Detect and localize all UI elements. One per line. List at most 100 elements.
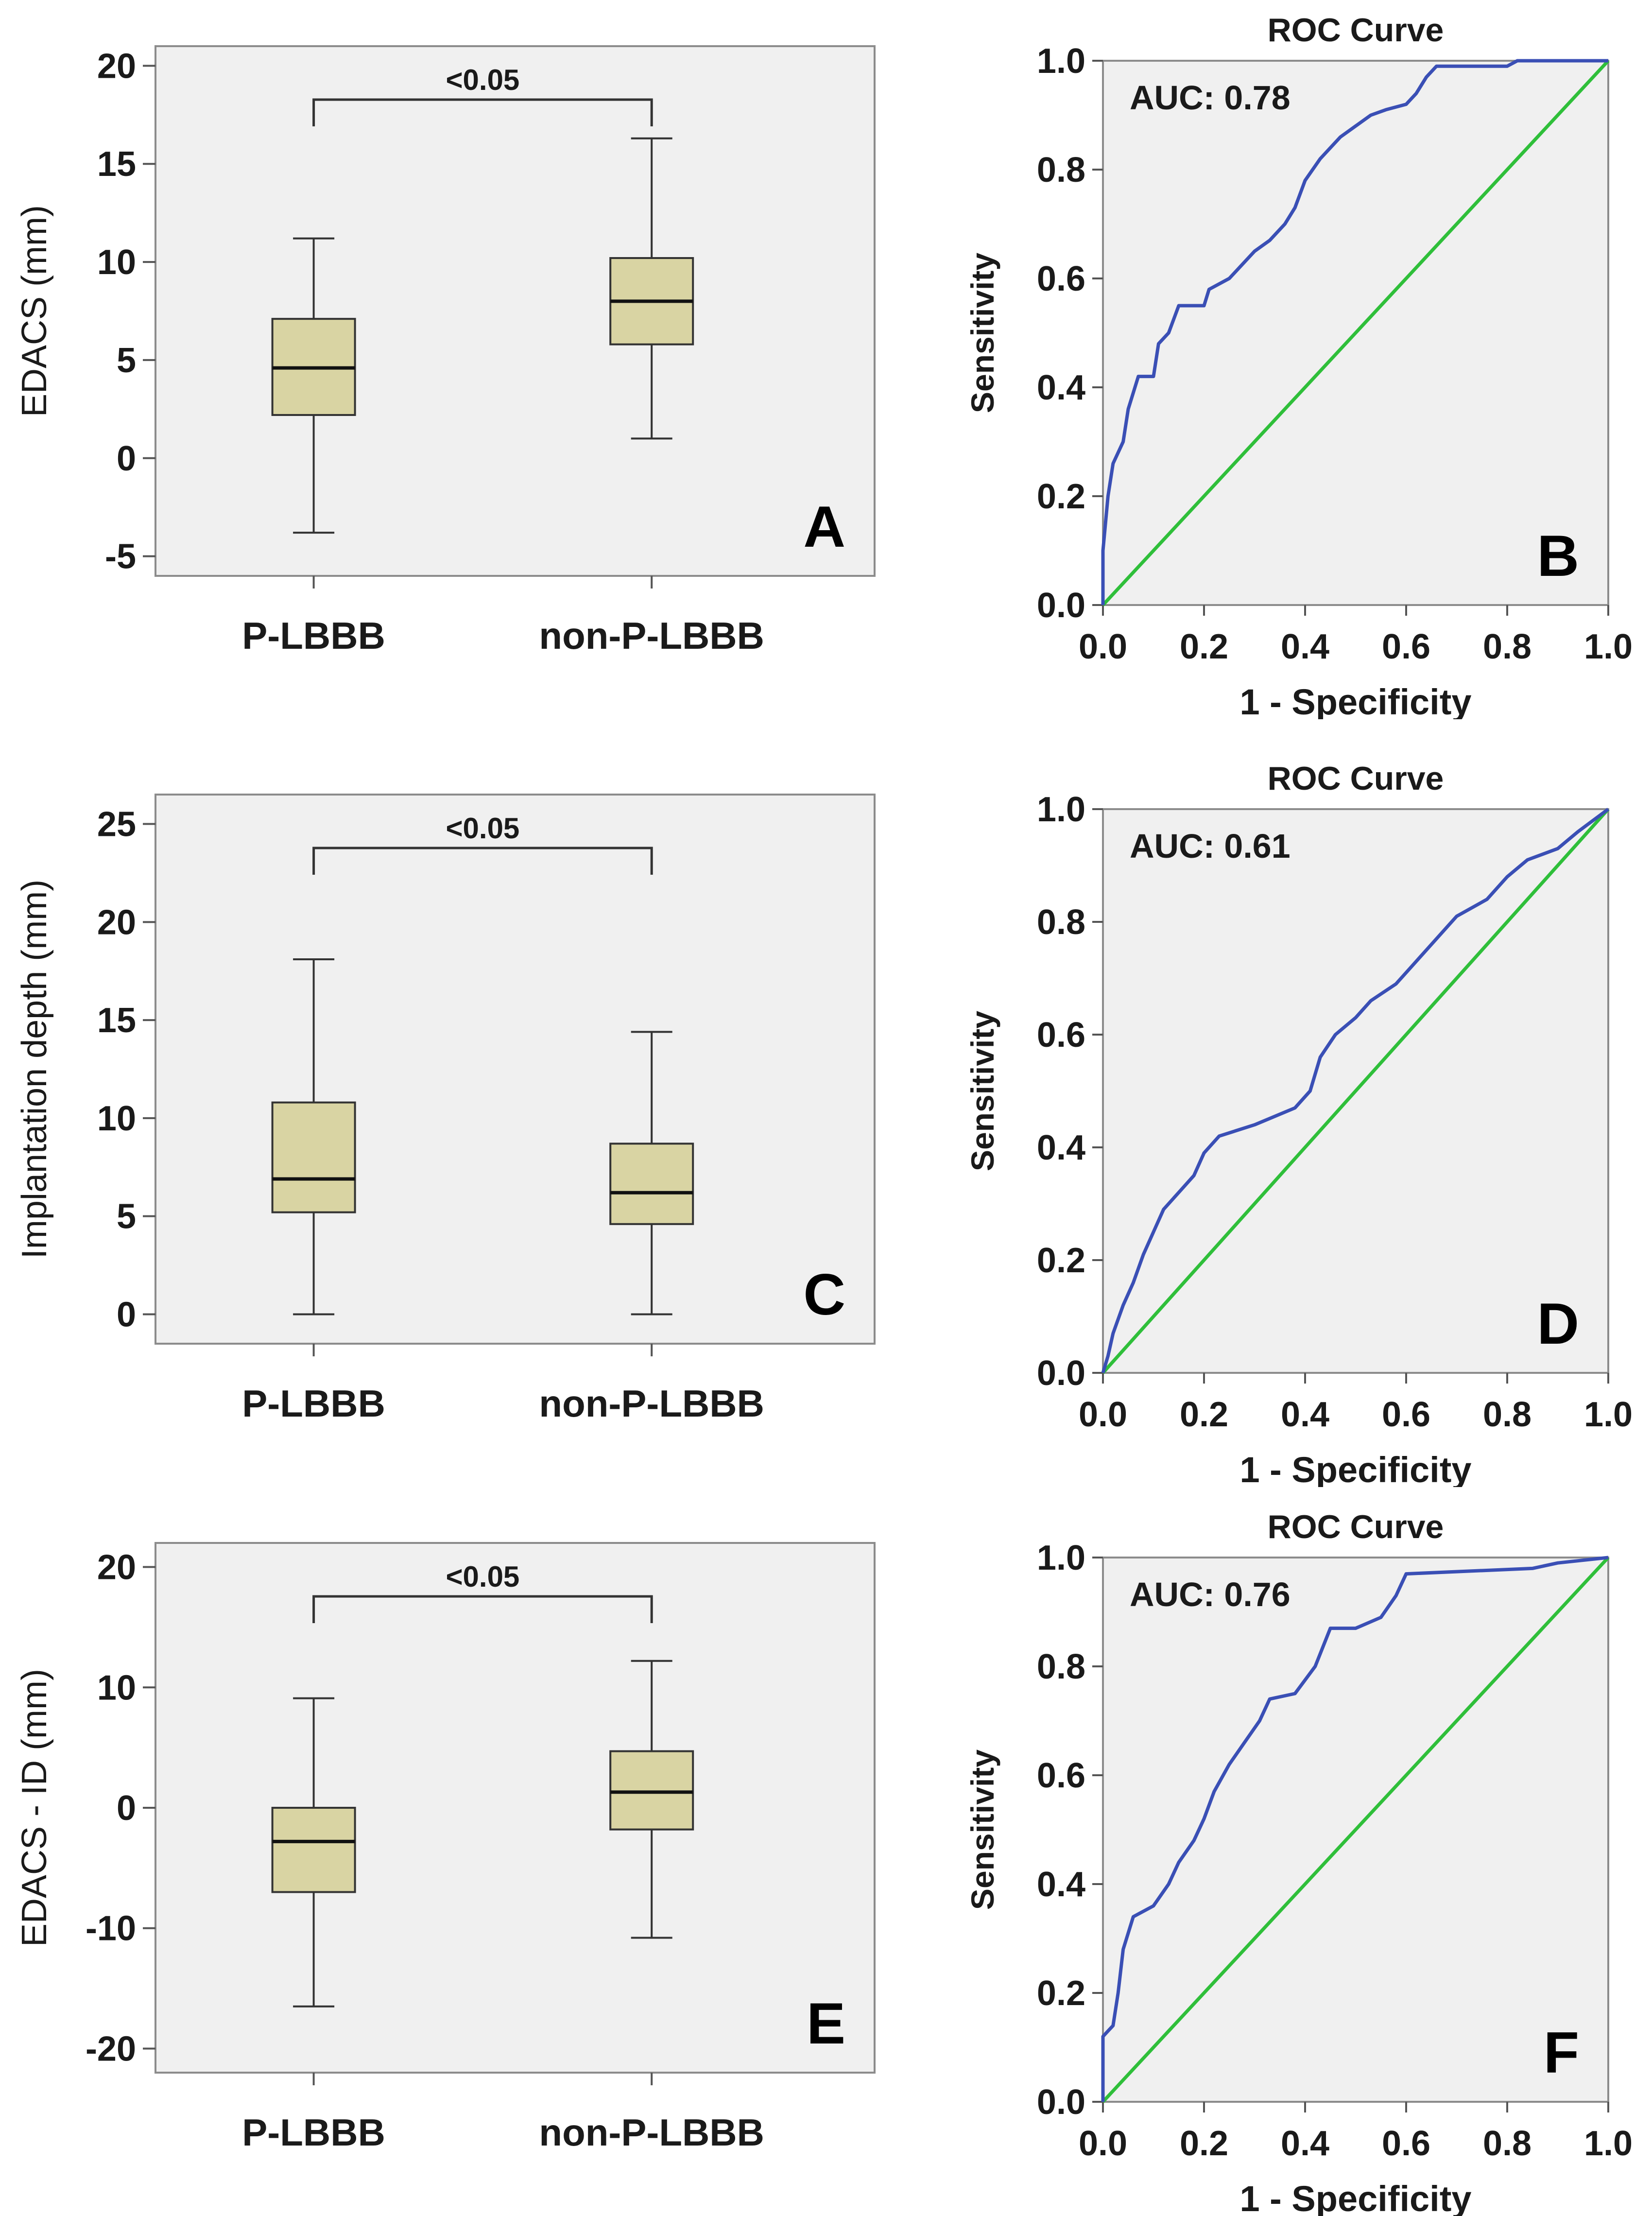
- reference-diagonal-line: [1101, 808, 1610, 1374]
- y-tick-label: 0.2: [1037, 477, 1085, 516]
- x-tick-label: 0.6: [1382, 1395, 1430, 1434]
- box-p-lbbb: [271, 1807, 356, 1893]
- y-tick-label: 0.0: [1037, 2083, 1085, 2122]
- x-tick-label: 0.4: [1281, 1395, 1329, 1434]
- panel-letter: F: [1544, 2020, 1579, 2085]
- plot-area: [155, 1542, 876, 2074]
- box-non-p-lbbb: [609, 1750, 694, 1831]
- significance-bracket: [312, 847, 653, 875]
- y-axis-label: Sensitivity: [964, 253, 1000, 413]
- roc-curve-line: [1101, 59, 1608, 605]
- y-axis-label: Implantation depth (mm): [15, 880, 54, 1259]
- panel-letter: C: [803, 1262, 845, 1327]
- x-tick-label: 0.8: [1483, 1395, 1532, 1434]
- roc-curve-line: [1101, 808, 1610, 1374]
- panel-f-roc: ROC Curve 0.00.0 0.2 0.2 0.4 0.4 0.6 0.6 0.8 0.8 1…: [964, 1508, 1633, 2216]
- y-tick-label: 20: [97, 1548, 136, 1587]
- category-label: P-LBBB: [242, 1382, 385, 1425]
- x-axis-label: 1 - Specificity: [1239, 2179, 1471, 2216]
- x-tick-label: 0.4: [1281, 627, 1329, 666]
- y-tick-label: 15: [97, 145, 136, 184]
- panel-letter: A: [803, 494, 845, 559]
- y-tick-label: 0.0: [1037, 1354, 1085, 1393]
- y-tick-label: 0.8: [1037, 1647, 1085, 1686]
- x-axis-label: 1 - Specificity: [1239, 682, 1471, 719]
- y-tick-label: 5: [117, 1197, 136, 1236]
- category-label: non-P-LBBB: [539, 1382, 764, 1425]
- y-tick-label: -10: [86, 1909, 136, 1948]
- x-tick-label: 0.0: [1079, 1395, 1127, 1434]
- x-tick-label: 0.4: [1281, 2124, 1329, 2163]
- y-tick-label: 0.2: [1037, 1241, 1085, 1280]
- panel-c-boxplot: 0 5 10 15 20 25 P-LBBB non-P-LBBB <0.05 Implantat…: [15, 794, 876, 1425]
- y-tick-label: 0.8: [1037, 903, 1085, 942]
- category-label: non-P-LBBB: [539, 2111, 764, 2154]
- panel-a-boxplot: -5 0 5 10 15 20 P-LBBB non-P-LBBB <0.05 EDACS (mm…: [15, 45, 876, 657]
- x-tick-label: 0.8: [1483, 2124, 1532, 2163]
- y-tick-label: 25: [97, 805, 136, 844]
- category-label: P-LBBB: [242, 614, 385, 657]
- y-tick-label: 0: [117, 1789, 136, 1828]
- y-tick-label: 20: [97, 903, 136, 942]
- x-tick-label: 1.0: [1584, 2124, 1633, 2163]
- y-tick-label: 0.6: [1037, 1756, 1085, 1795]
- y-tick-label: 0.2: [1037, 1974, 1085, 2013]
- reference-diagonal-line: [1101, 59, 1610, 606]
- y-axis-label: Sensitivity: [964, 1749, 1000, 1910]
- box-non-p-lbbb: [609, 1143, 694, 1225]
- y-tick-label: 0.4: [1037, 368, 1085, 407]
- auc-label: AUC: 0.61: [1130, 827, 1291, 865]
- y-tick-label: 1.0: [1037, 790, 1085, 829]
- chart-title: ROC Curve: [1268, 760, 1444, 797]
- y-axis-label: EDACS - ID (mm): [15, 1669, 54, 1947]
- y-tick-label: 20: [97, 47, 136, 86]
- y-axis-label: EDACS (mm): [15, 205, 54, 417]
- panel-b-roc: ROC Curve 0.00.0 0.2 0.2 0.4 0.4 0.6 0.6 0.8 0.8 1…: [964, 12, 1633, 719]
- chart-title: ROC Curve: [1268, 12, 1444, 49]
- y-tick-label: 0.8: [1037, 151, 1085, 190]
- box-p-lbbb: [271, 1101, 356, 1213]
- x-tick-label: 0.6: [1382, 627, 1430, 666]
- auc-label: AUC: 0.76: [1130, 1575, 1291, 1613]
- y-tick-label: 15: [97, 1001, 136, 1040]
- x-tick-label: 0.2: [1180, 627, 1228, 666]
- auc-label: AUC: 0.78: [1130, 79, 1291, 117]
- plot-area: [155, 794, 876, 1345]
- y-tick-label: 10: [97, 243, 136, 282]
- x-tick-label: 0.6: [1382, 2124, 1430, 2163]
- panel-letter: D: [1537, 1291, 1579, 1356]
- chart-title: ROC Curve: [1268, 1508, 1444, 1545]
- y-tick-label: 1.0: [1037, 1539, 1085, 1577]
- panel-d-roc: ROC Curve 0.00.0 0.2 0.2 0.4 0.4 0.6 0.6 0.8 0.8 1…: [964, 760, 1633, 1487]
- y-tick-label: -5: [105, 537, 136, 576]
- significance-bracket: [312, 98, 653, 126]
- x-tick-label: 0.8: [1483, 627, 1532, 666]
- x-tick-label: 0.2: [1180, 2124, 1228, 2163]
- category-label: P-LBBB: [242, 2111, 385, 2154]
- y-tick-label: 0.0: [1037, 586, 1085, 625]
- significance-bracket: [312, 1595, 653, 1623]
- reference-diagonal-line: [1101, 1556, 1610, 2103]
- y-axis-label: Sensitivity: [964, 1011, 1000, 1171]
- x-tick-label: 1.0: [1584, 627, 1633, 666]
- panel-letter: E: [807, 1991, 845, 2056]
- y-tick-label: 5: [117, 341, 136, 380]
- y-tick-label: 1.0: [1037, 42, 1085, 81]
- y-tick-label: 0.4: [1037, 1865, 1085, 1904]
- y-tick-label: 0: [117, 439, 136, 478]
- x-tick-label: 0.2: [1180, 1395, 1228, 1434]
- plot-area: [155, 45, 876, 577]
- significance-label: <0.05: [446, 1560, 519, 1593]
- y-tick-label: -20: [86, 2029, 136, 2068]
- y-tick-label: 0: [117, 1295, 136, 1334]
- x-tick-label: 0.0: [1079, 627, 1127, 666]
- x-tick-label: 0.0: [1079, 2124, 1127, 2163]
- category-label: non-P-LBBB: [539, 614, 764, 657]
- y-tick-label: 0.6: [1037, 260, 1085, 298]
- y-tick-label: 0.4: [1037, 1128, 1085, 1167]
- y-tick-label: 10: [97, 1099, 136, 1138]
- panel-e-boxplot: -20 -10 0 10 20 P-LBBB non-P-LBBB <0.05 EDACS - …: [15, 1542, 876, 2154]
- y-tick-label: 0.6: [1037, 1016, 1085, 1055]
- significance-label: <0.05: [446, 812, 519, 845]
- roc-curve-line: [1101, 1556, 1609, 2102]
